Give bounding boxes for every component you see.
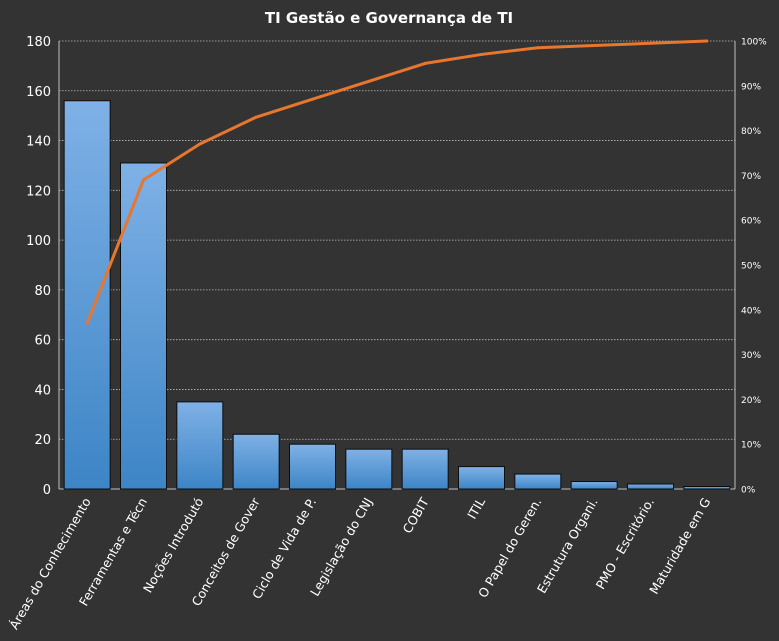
y-tick-label: 40 [34, 383, 51, 398]
y-tick-label: 100 [26, 234, 51, 249]
chart-title: TI Gestão e Governança de TI [265, 9, 513, 27]
bar [232, 433, 280, 490]
secondary-y-tick-label: 70% [741, 172, 761, 182]
y-tick-label: 120 [26, 184, 51, 199]
x-tick-label: Legislação do CNJ [307, 495, 375, 599]
x-tick-label: Estrutura Organi. [534, 495, 601, 596]
bar [570, 481, 618, 490]
bar [401, 448, 449, 490]
y-tick-label: 20 [34, 433, 51, 448]
bar [627, 483, 674, 490]
y-tick-label: 60 [34, 334, 51, 349]
y-tick-label: 160 [26, 85, 51, 100]
secondary-y-tick-label: 40% [741, 306, 761, 316]
y-tick-label: 0 [43, 483, 51, 498]
secondary-y-tick-label: 90% [741, 82, 761, 92]
y-axis-ticks: 0 20 40 60 80 100 120 140 160 180 [26, 35, 51, 498]
x-tick-label: COBIT [400, 495, 432, 536]
bar [289, 443, 336, 490]
line-point [85, 321, 89, 325]
line-point [423, 61, 427, 65]
bar [514, 473, 562, 490]
bar [683, 486, 731, 490]
x-tick-label: ITIL [464, 495, 488, 522]
y-tick-label: 180 [26, 35, 51, 50]
x-tick-label: Maturidade em G [646, 495, 713, 597]
line-point [311, 97, 314, 101]
x-tick-label: PMO - Escritório. [593, 495, 658, 592]
y-tick-label: 140 [26, 135, 51, 150]
x-tick-label: O Papel do Geren. [475, 495, 544, 600]
line-point [705, 39, 709, 43]
bar [120, 162, 167, 490]
cumulative-percent-line [85, 39, 709, 325]
axes [58, 41, 736, 490]
secondary-y-tick-label: 10% [741, 441, 761, 451]
line-point [480, 52, 483, 56]
line-point [254, 115, 258, 119]
bar [458, 466, 505, 490]
bar [345, 448, 393, 490]
x-tick-label: Noções Introdutó [140, 495, 207, 595]
cumulative-line-series [85, 39, 709, 325]
line-point [142, 178, 145, 182]
secondary-y-tick-label: 60% [741, 217, 761, 227]
line-point [367, 79, 371, 83]
bar [63, 100, 111, 490]
bar-series [63, 100, 731, 490]
secondary-y-tick-label: 0% [741, 486, 756, 496]
x-tick-label: Áreas do Conhecimento [6, 495, 94, 632]
line-point [592, 43, 596, 47]
secondary-y-tick-label: 100% [741, 38, 767, 48]
secondary-y-tick-label: 30% [741, 351, 761, 361]
secondary-y-tick-label: 20% [741, 396, 761, 406]
bar [176, 401, 224, 490]
line-point [198, 142, 202, 146]
line-point [649, 41, 652, 45]
y-tick-label: 80 [34, 284, 51, 299]
secondary-y-axis-ticks: 0% 10% 20% 30% 40% 50% 60% 70% 80% 90% 100% [741, 38, 767, 496]
secondary-y-tick-label: 80% [741, 127, 761, 137]
line-point [536, 46, 540, 50]
x-tick-label: Ciclo de Vida de P. [249, 495, 319, 601]
secondary-y-tick-label: 50% [741, 262, 761, 272]
